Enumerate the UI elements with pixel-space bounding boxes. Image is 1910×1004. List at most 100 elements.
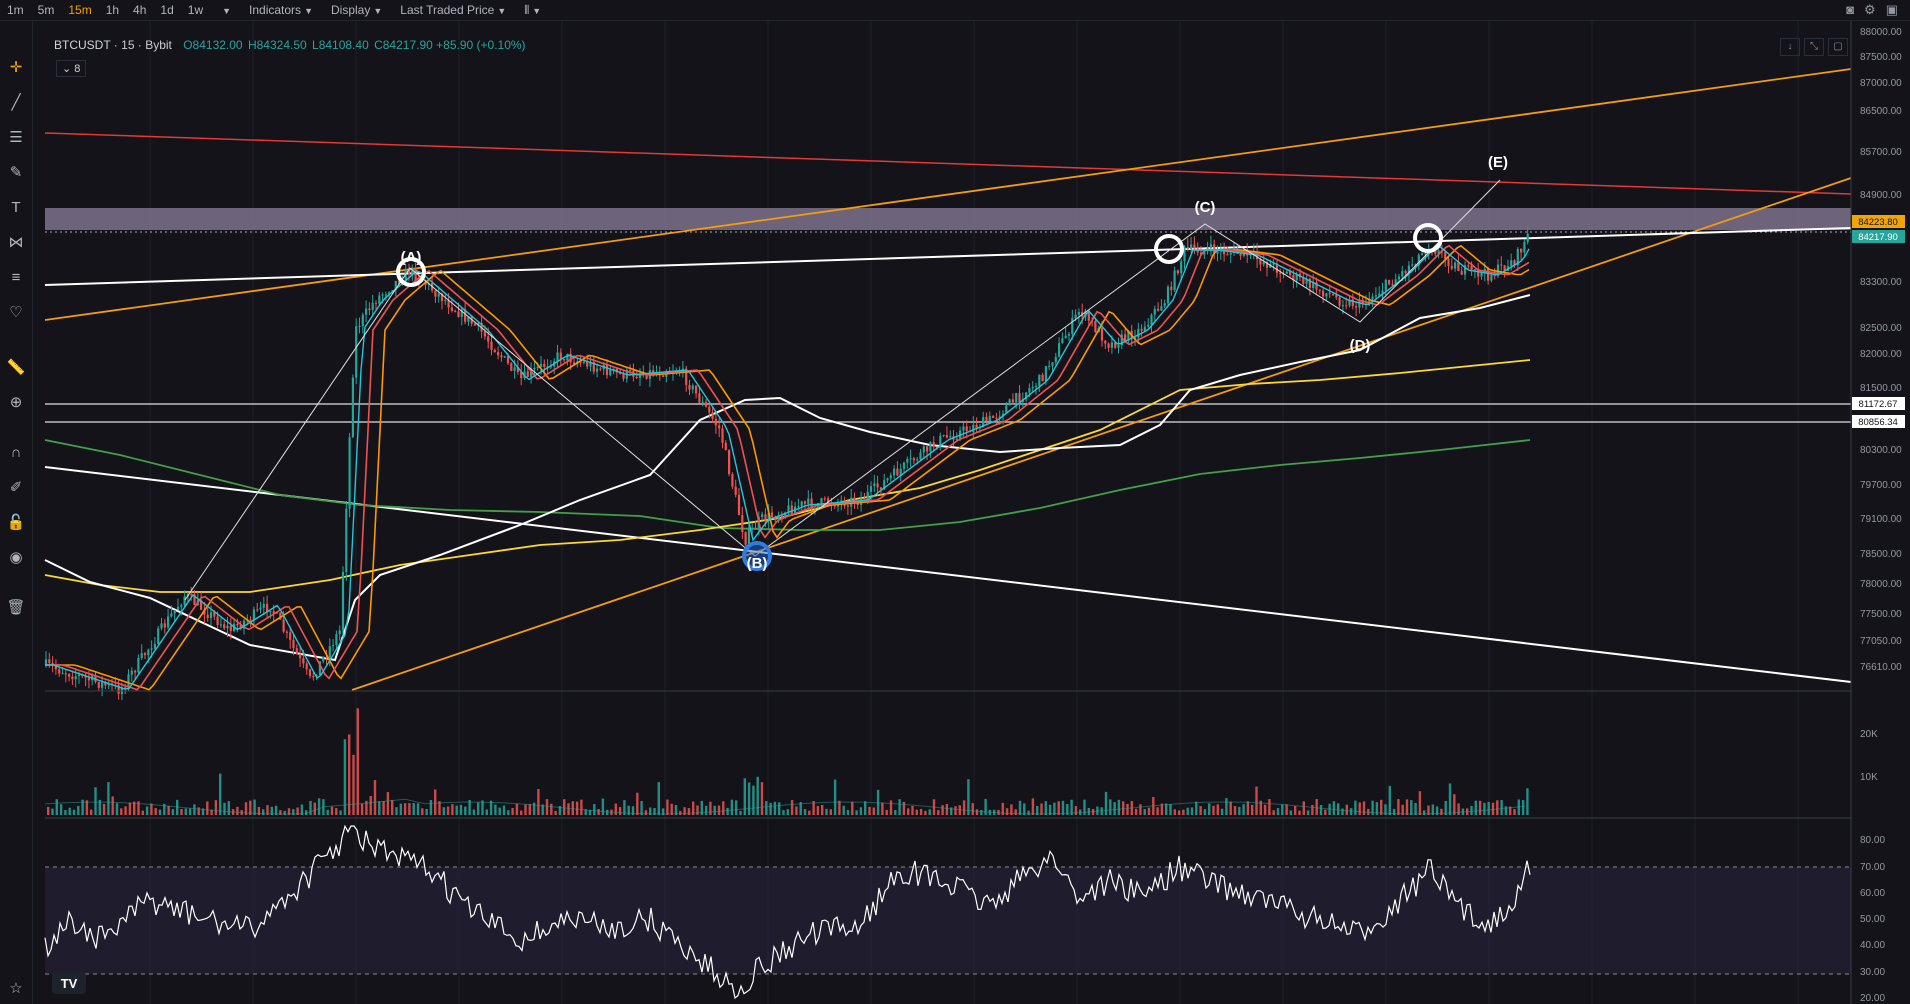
timeframe-1w[interactable]: 1w: [187, 3, 204, 17]
tradingview-logo[interactable]: [52, 972, 86, 994]
settings-icon[interactable]: ⚙: [1864, 2, 1876, 17]
volume-bar: [317, 798, 321, 815]
volume-bar: [85, 800, 89, 815]
timeframe-1h[interactable]: 1h: [105, 3, 120, 17]
trash-icon[interactable]: 🗑: [6, 599, 26, 616]
eye-icon[interactable]: ◉: [9, 549, 23, 566]
display-button[interactable]: Display ▼: [322, 3, 391, 17]
candle-body: [1516, 248, 1519, 266]
volume-bar: [1066, 803, 1069, 815]
candle-body: [998, 416, 1001, 419]
pivot-circle-c[interactable]: [1154, 234, 1184, 264]
timeframe-5m[interactable]: 5m: [37, 3, 55, 17]
low-value: L84108.40: [312, 38, 369, 52]
volume-bar: [309, 800, 312, 815]
candle-body: [1114, 342, 1117, 348]
wave-label-a: (A): [401, 249, 422, 266]
volume-bar: [1453, 794, 1456, 815]
star-icon[interactable]: ☆: [9, 980, 23, 997]
candle-body: [259, 607, 262, 610]
candle-body: [790, 505, 793, 515]
lock-drawing-icon[interactable]: ✐: [9, 479, 23, 496]
volume-bar: [1220, 808, 1224, 815]
lock-icon[interactable]: 🔓: [6, 514, 26, 531]
price-type-button[interactable]: Last Traded Price ▼: [391, 3, 515, 17]
indicators-button[interactable]: Indicators ▼: [240, 3, 322, 17]
volume-bar: [1474, 800, 1477, 815]
pivot-circle-b[interactable]: [742, 541, 772, 571]
volume-bar: [1509, 806, 1512, 815]
candle-body: [1127, 330, 1130, 341]
price-axis[interactable]: [1851, 21, 1910, 1004]
pivot-circle-d[interactable]: [1413, 223, 1443, 253]
arrow-down-icon[interactable]: ↓: [1780, 38, 1800, 56]
horizontal-lines-icon[interactable]: ☰: [9, 129, 23, 146]
chart-type-button[interactable]: ⫴ ▼: [515, 3, 550, 18]
timeframe-4h[interactable]: 4h: [133, 3, 147, 17]
candle-body: [823, 498, 826, 500]
trend-line-icon[interactable]: ╱: [11, 94, 21, 111]
volume-bar: [838, 800, 841, 815]
volume-bar: [305, 810, 308, 815]
volume-bar: [670, 803, 673, 815]
timeframe-15m[interactable]: 15m: [68, 3, 92, 17]
favorite-heart-icon[interactable]: ♡: [9, 304, 23, 321]
volume-bar: [313, 802, 316, 815]
maximize-pane-icon[interactable]: ⤡: [1804, 38, 1824, 56]
red-resistance-line[interactable]: [44, 132, 1852, 195]
candle-body: [1470, 265, 1473, 270]
volume-bar: [1074, 806, 1078, 815]
text-icon[interactable]: T: [11, 198, 21, 216]
fib-icon[interactable]: ≡: [11, 268, 21, 286]
volume-bar: [1444, 800, 1447, 815]
candle-body: [1104, 340, 1107, 344]
high-price-badge-text: 84223.80: [1858, 217, 1898, 228]
candle-body: [358, 326, 361, 328]
volume-bar: [1109, 799, 1112, 815]
volume-bar: [201, 808, 205, 815]
indicators-toggle[interactable]: ⌄ 8: [56, 60, 87, 77]
candle-body: [906, 459, 909, 463]
candle-body: [827, 498, 830, 505]
volume-bar: [1487, 801, 1490, 815]
candle-body: [1510, 260, 1513, 267]
crosshair-icon[interactable]: ✛: [9, 59, 23, 76]
volume-bar: [825, 808, 828, 815]
volume-bar: [1302, 801, 1305, 815]
volume-bar: [257, 806, 261, 815]
candle-body: [1058, 343, 1061, 357]
ruler-icon[interactable]: 📏: [6, 359, 26, 376]
volume-bar: [1371, 800, 1374, 815]
camera-icon[interactable]: ◙: [1846, 2, 1855, 17]
volume-bar: [206, 801, 209, 815]
volume-bar: [236, 806, 239, 815]
candle-body: [1203, 250, 1206, 255]
zoom-in-icon[interactable]: ⊕: [9, 394, 23, 411]
candle-body: [341, 571, 345, 631]
orange-upper-channel[interactable]: [44, 68, 1852, 321]
white-resistance-line[interactable]: [44, 227, 1852, 286]
wave-zigzag[interactable]: [184, 179, 1501, 601]
candle-body: [236, 623, 239, 626]
supply-zone[interactable]: [45, 208, 1851, 230]
candle-body: [117, 685, 120, 694]
brush-icon[interactable]: ✎: [9, 164, 23, 181]
candle-body: [325, 656, 328, 658]
pattern-icon[interactable]: ⋈: [8, 234, 24, 251]
candle-body: [398, 280, 401, 285]
timeframe-1m[interactable]: 1m: [7, 3, 24, 17]
magnet-icon[interactable]: ∩: [10, 443, 22, 461]
volume-bar: [945, 804, 949, 815]
candle-body: [374, 302, 378, 304]
symbol-name[interactable]: BTCUSDT: [54, 38, 111, 52]
timeframe-more-button[interactable]: ▼: [210, 3, 240, 17]
exchange-label: Bybit: [145, 38, 172, 52]
orange-lower-channel[interactable]: [351, 177, 1852, 691]
pivot-circle-a[interactable]: [396, 257, 426, 287]
volume-bar: [330, 806, 334, 815]
fullscreen-icon[interactable]: ▣: [1885, 2, 1898, 17]
reset-icon[interactable]: ▢: [1828, 38, 1848, 56]
timeframe-1d[interactable]: 1d: [160, 3, 174, 17]
price-tick: 82000.00: [1860, 349, 1902, 360]
